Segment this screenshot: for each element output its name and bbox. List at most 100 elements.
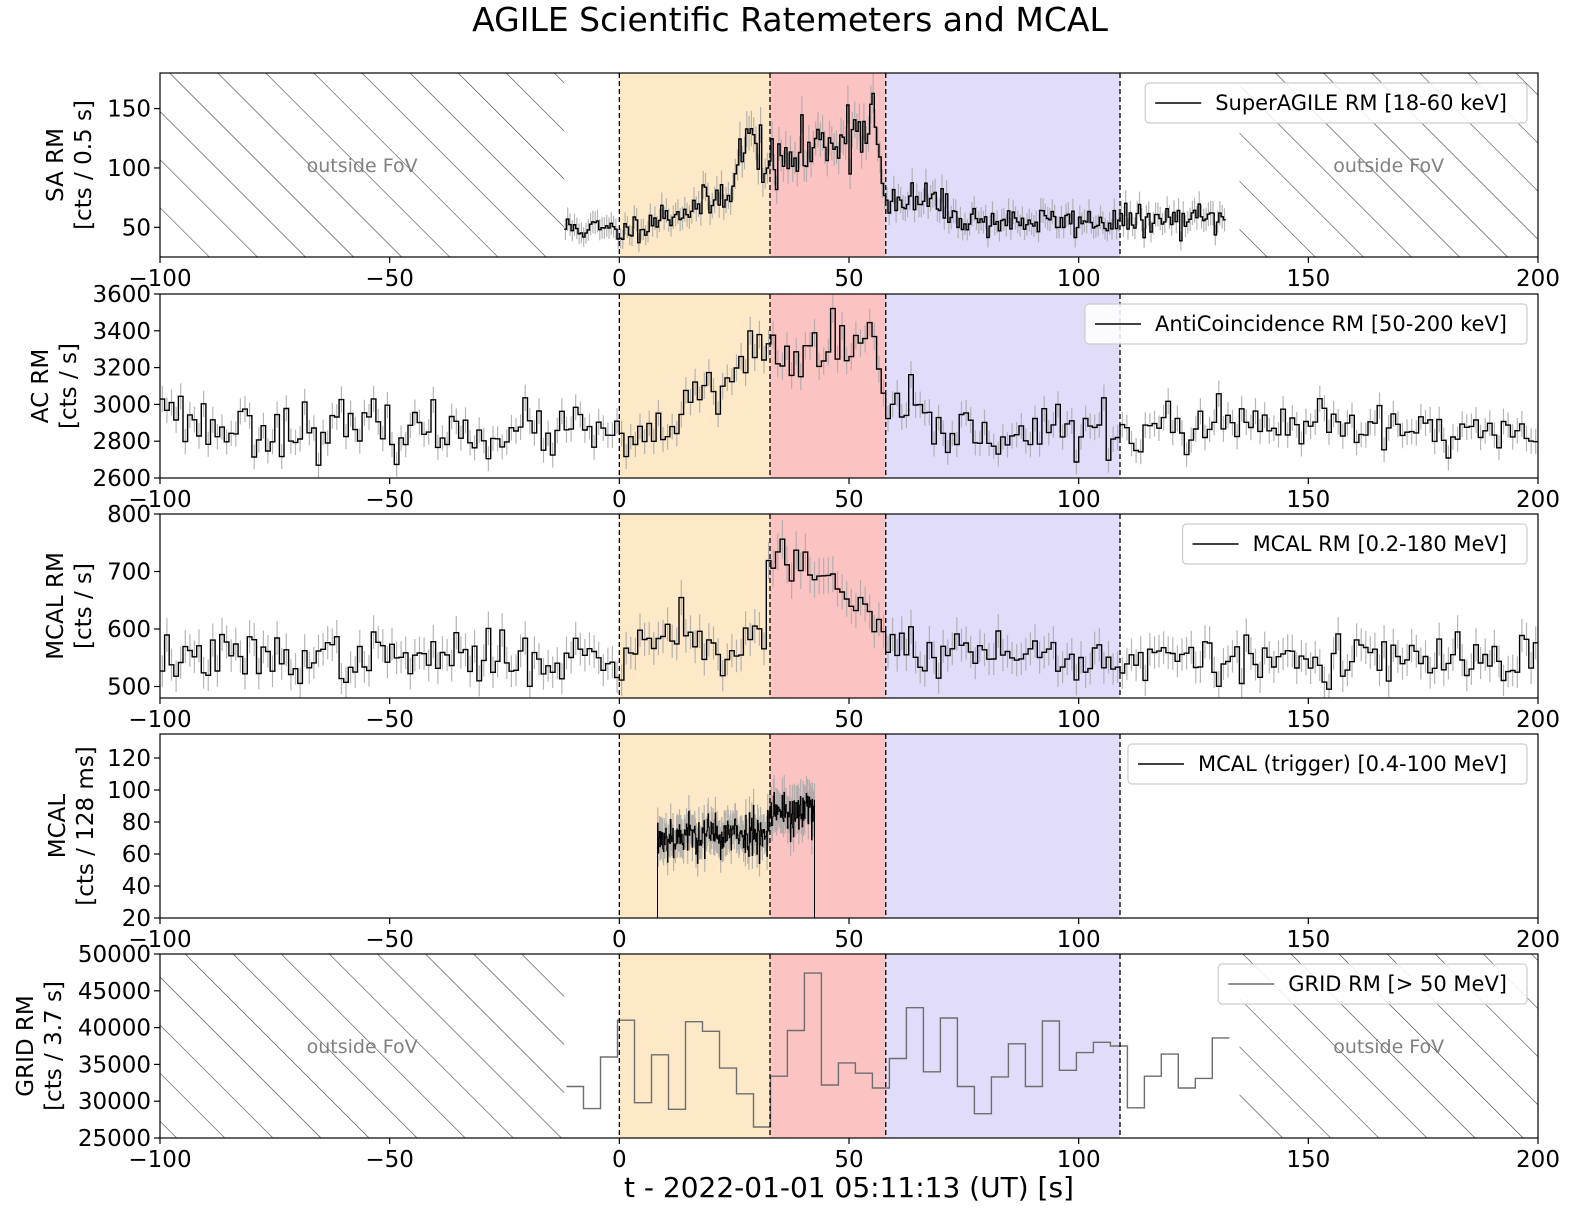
outside-fov-label: outside FoV: [307, 1036, 418, 1058]
plot-area: [619, 734, 1121, 918]
x-tick-label: −100: [128, 487, 191, 513]
x-tick-label: −50: [365, 927, 414, 953]
y-axis-label: [cts / 0.5 s]: [71, 100, 97, 230]
plot-area: [160, 294, 1538, 478]
outside-fov-label: outside FoV: [307, 155, 418, 177]
x-tick-label: 100: [1057, 266, 1101, 292]
region-tail: [885, 954, 1121, 1138]
y-tick-label: 120: [107, 746, 151, 772]
y-axis-label: [cts / s]: [56, 343, 82, 429]
y-axis-label: [cts / 3.7 s]: [41, 981, 67, 1111]
x-tick-label: −50: [365, 266, 414, 292]
x-tick-label: 200: [1516, 487, 1560, 513]
series-line: [160, 307, 1538, 466]
y-axis-label: GRID RM: [13, 995, 39, 1096]
legend-label: AntiCoincidence RM [50-200 keV]: [1155, 312, 1507, 336]
x-tick-label: 0: [612, 487, 627, 513]
legend-label: MCAL RM [0.2-180 MeV]: [1253, 532, 1507, 556]
y-tick-label: 80: [122, 810, 151, 836]
region-precursor: [619, 514, 770, 698]
series-line: [657, 791, 815, 918]
y-tick-label: 3400: [92, 319, 151, 345]
series-line: [564, 92, 1226, 244]
region-tail: [885, 73, 1121, 257]
series-line: [566, 972, 1230, 1128]
x-tick-label: 150: [1286, 487, 1330, 513]
x-tick-label: 0: [612, 927, 627, 953]
x-axis-label: t - 2022-01-01 05:11:13 (UT) [s]: [624, 1171, 1074, 1204]
legend-box: [1181, 523, 1528, 565]
x-tick-label: 50: [834, 927, 863, 953]
panel-grid: outside FoV outside FoV −100 −50 0 50 100 150 20…: [13, 942, 1560, 1173]
x-tick-label: 50: [834, 266, 863, 292]
x-tick-label: 150: [1286, 1147, 1330, 1173]
y-axis-label: MCAL RM: [43, 552, 69, 660]
y-tick-label: 40: [122, 874, 151, 900]
x-tick-label: 50: [834, 707, 863, 733]
y-tick-label: 2800: [92, 429, 151, 455]
x-tick-label: 150: [1286, 707, 1330, 733]
y-tick-label: 100: [107, 778, 151, 804]
y-tick-label: 35000: [78, 1052, 151, 1078]
region-tail: [885, 734, 1121, 918]
x-tick-label: 0: [612, 266, 627, 292]
outside-fov-label: outside FoV: [1333, 1036, 1444, 1058]
region-main: [769, 954, 886, 1138]
region-main: [769, 294, 886, 478]
x-tick-label: 100: [1057, 1147, 1101, 1173]
outside-fov-area: [160, 954, 565, 1138]
y-tick-label: 45000: [78, 979, 151, 1005]
x-tick-label: 50: [834, 487, 863, 513]
legend-label: MCAL (trigger) [0.4-100 MeV]: [1198, 752, 1507, 776]
y-tick-label: 40000: [78, 1016, 151, 1042]
x-tick-label: 100: [1057, 707, 1101, 733]
y-tick-label: 3600: [92, 282, 151, 308]
y-axis-label: SA RM: [43, 128, 69, 202]
x-tick-label: 200: [1516, 266, 1560, 292]
y-tick-label: 700: [107, 560, 151, 586]
x-tick-label: −100: [128, 707, 191, 733]
outside-fov-label: outside FoV: [1333, 155, 1444, 177]
panel-ac: −100 −50 0 50 100 150 200 2600 2800 3000 3200 3400 3…: [28, 282, 1560, 513]
y-tick-label: 600: [107, 617, 151, 643]
y-tick-label: 3200: [92, 356, 151, 382]
legend-box: [1084, 303, 1528, 345]
legend-label: SuperAGILE RM [18-60 keV]: [1215, 91, 1507, 115]
x-tick-label: −50: [365, 487, 414, 513]
x-tick-label: 0: [612, 1147, 627, 1173]
panel-sa: outside FoV outside FoV −100 −50 0 50 100 150 20…: [43, 72, 1560, 292]
y-axis-label: MCAL: [45, 794, 71, 859]
legend-box: [1217, 963, 1528, 1005]
x-tick-label: 200: [1516, 927, 1560, 953]
x-tick-label: 150: [1286, 266, 1330, 292]
y-tick-label: 800: [107, 502, 151, 528]
x-tick-label: −100: [128, 927, 191, 953]
figure-title: AGILE Scientific Ratemeters and MCAL: [472, 0, 1108, 39]
x-tick-label: −100: [128, 1147, 191, 1173]
plot-area: outside FoV outside FoV: [160, 73, 1538, 257]
x-tick-label: 0: [612, 707, 627, 733]
y-axis-label: [cts / 128 ms]: [73, 746, 99, 906]
y-tick-label: 3000: [92, 392, 151, 418]
y-tick-label: 2600: [92, 466, 151, 492]
x-tick-label: 50: [834, 1147, 863, 1173]
y-tick-label: 60: [122, 842, 151, 868]
panel-mcal_trig: −100 −50 0 50 100 150 200 20 40 60 80 100 120 MCAL [ct…: [45, 733, 1560, 953]
x-tick-label: 150: [1286, 927, 1330, 953]
panel-mcal_rm: −100 −50 0 50 100 150 200 500 600 700 800 MCAL RM [c…: [43, 502, 1560, 733]
y-axis-label: AC RM: [28, 349, 54, 424]
x-tick-label: −100: [128, 266, 191, 292]
x-tick-label: 100: [1057, 927, 1101, 953]
x-tick-label: 200: [1516, 707, 1560, 733]
x-tick-label: 200: [1516, 1147, 1560, 1173]
y-tick-label: 50000: [78, 942, 151, 968]
y-tick-label: 100: [107, 156, 151, 182]
x-tick-label: −50: [365, 1147, 414, 1173]
outside-fov-area: [160, 73, 565, 257]
y-tick-label: 25000: [78, 1126, 151, 1152]
x-tick-label: 100: [1057, 487, 1101, 513]
y-tick-label: 500: [107, 675, 151, 701]
plot-area: [160, 514, 1538, 698]
x-tick-label: −50: [365, 707, 414, 733]
